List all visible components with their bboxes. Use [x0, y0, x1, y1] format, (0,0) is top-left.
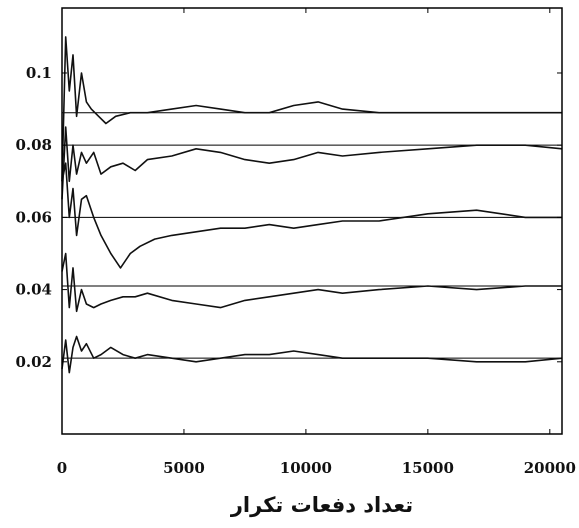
- series-line-2: [61, 162, 562, 269]
- plot-frame: [61, 7, 563, 435]
- series-line-3: [61, 252, 562, 313]
- x-tick-label-3: 15000: [402, 459, 454, 477]
- y-tick-label-0: 0.02: [15, 353, 52, 371]
- y-tick-label-1: 0.04: [15, 281, 52, 299]
- series-line-4: [61, 335, 563, 374]
- y-tick-label-2: 0.06: [15, 208, 52, 226]
- x-tick-label-2: 10000: [280, 459, 332, 477]
- series-line-1: [61, 126, 563, 200]
- reference-lines: [62, 112, 562, 359]
- y-axis-ticks: 0.02 0.04 0.06 0.08 0.1: [15, 64, 562, 371]
- series-line-0: [61, 36, 562, 182]
- x-axis-ticks: 0 5000 10000 15000 20000: [57, 8, 576, 477]
- x-tick-label-4: 20000: [524, 459, 576, 477]
- x-tick-label-1: 5000: [163, 459, 205, 477]
- series-group: [61, 36, 563, 374]
- y-tick-label-4: 0.1: [26, 64, 52, 82]
- x-tick-label-0: 0: [57, 459, 67, 477]
- y-tick-label-3: 0.08: [15, 136, 52, 154]
- x-axis-title: تعداد دفعات تکرار: [230, 493, 413, 517]
